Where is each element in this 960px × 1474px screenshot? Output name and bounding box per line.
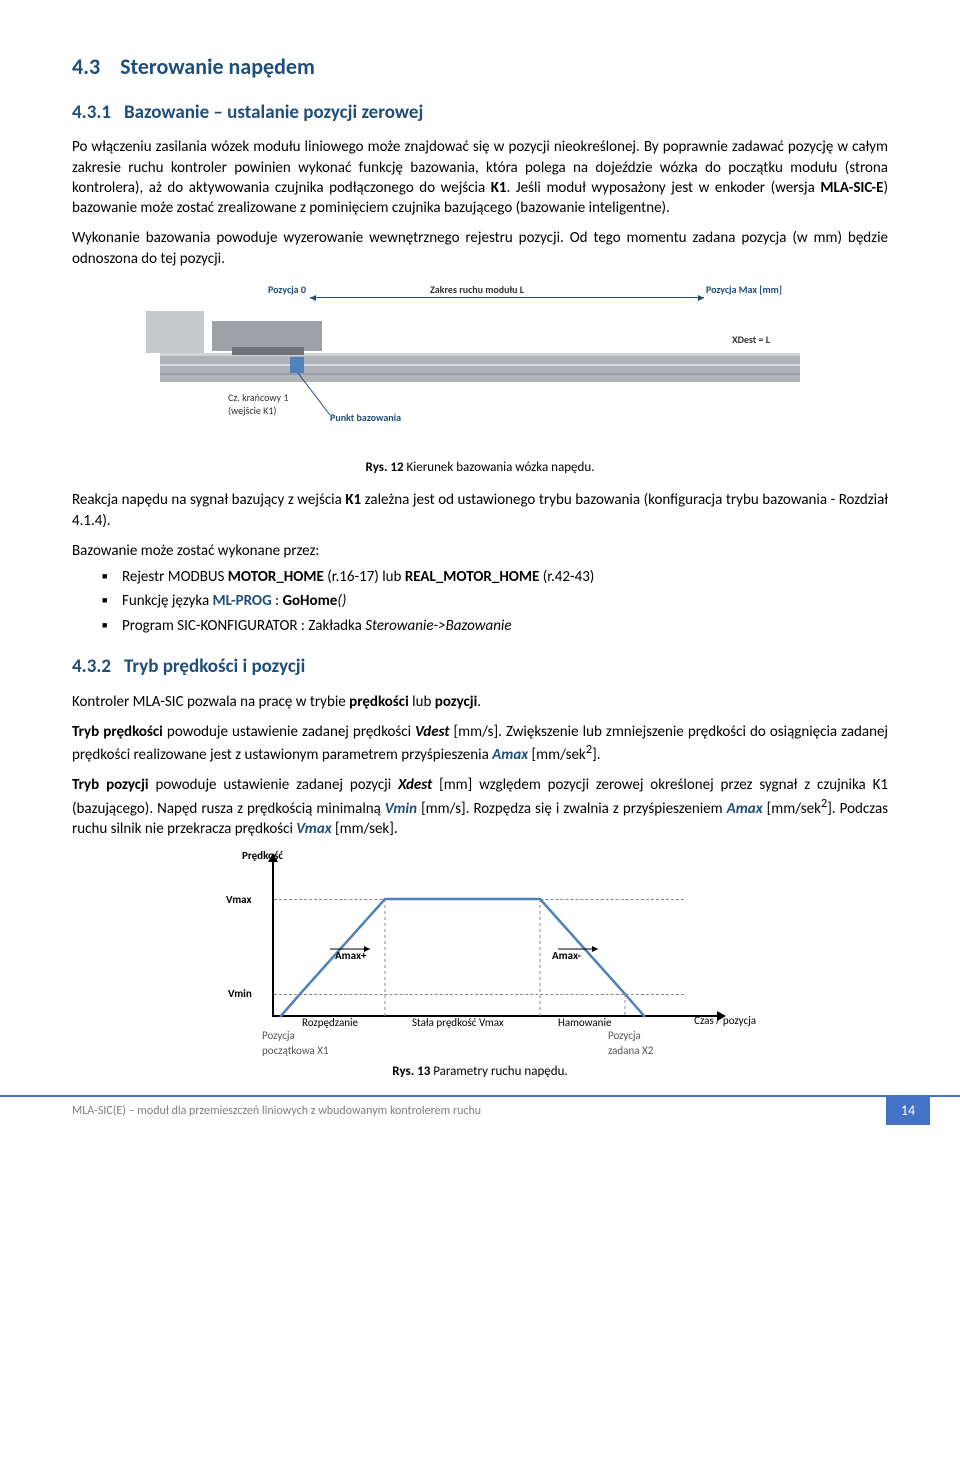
sub2-paragraph-1: Kontroler MLA-SIC pozwala na pracę w try… — [72, 692, 888, 712]
fig12-pointer-line — [280, 373, 340, 418]
fig13-x1-label: Pozycja początkowa X1 — [262, 1029, 329, 1059]
bullet-2: Funkcję języka ML-PROG : GoHome() — [102, 591, 888, 611]
paragraph-1: Po włączeniu zasilania wózek modułu lini… — [72, 137, 888, 218]
footer-text: MLA-SIC(E) – moduł dla przemieszczeń lin… — [0, 1097, 886, 1125]
subsection-1-number: 4.3.1 — [72, 101, 111, 124]
bullet-1: Rejestr MODBUS MOTOR_HOME (r.16-17) lub … — [102, 567, 888, 587]
subsection-1-title: Bazowanie – ustalanie pozycji zerowej — [124, 101, 423, 124]
fig12-carriage-bg — [146, 311, 204, 353]
fig13-seg-const: Stała prędkość Vmax — [412, 1016, 504, 1031]
fig12-homing-point — [290, 357, 304, 373]
subsection-2-number: 4.3.2 — [72, 655, 111, 678]
fig12-pos0-label: Pozycja 0 — [268, 283, 306, 297]
fig12-carriage-base — [232, 347, 304, 355]
paragraph-4: Bazowanie może zostać wykonane przez: — [72, 541, 888, 561]
bullet-3: Program SIC-KONFIGURATOR : Zakładka Ster… — [102, 616, 888, 636]
fig12-rail-body — [160, 356, 800, 382]
section-number: 4.3 — [72, 53, 100, 80]
k1-label: K1 — [491, 179, 507, 197]
figure-13-caption: Rys. 13 Parametry ruchu napędu. — [72, 1063, 888, 1081]
mlprog-link[interactable]: ML-PROG — [213, 592, 272, 610]
paragraph-2: Wykonanie bazowania powoduje wyzerowanie… — [72, 228, 888, 269]
figure-13-chart: Prędkość Czas / pozycja Vmax Vmin Amax+ … — [220, 849, 740, 1059]
fig12-range-label: Zakres ruchu modułu L — [430, 283, 524, 297]
fig12-homing-label: Punkt bazowania — [330, 411, 401, 425]
fig12-rail-line-1 — [160, 364, 800, 366]
figure-12-diagram: Pozycja 0 Zakres ruchu modułu L Pozycja … — [160, 283, 800, 453]
bullet-list: Rejestr MODBUS MOTOR_HOME (r.16-17) lub … — [102, 567, 888, 636]
fig13-x2-label: Pozycja zadana X2 — [608, 1029, 653, 1059]
fig13-seg-decel: Hamowanie — [558, 1016, 611, 1031]
sub2-paragraph-3: Tryb pozycji powoduje ustawienie zadanej… — [72, 775, 888, 839]
subsection-1-heading: 4.3.1 Bazowanie – ustalanie pozycji zero… — [72, 100, 888, 126]
figure-12-caption: Rys. 12 Kierunek bazowania wózka napędu. — [72, 459, 888, 477]
fig12-rail-line-2 — [160, 373, 800, 375]
sub2-paragraph-2: Tryb prędkości powoduje ustawienie zadan… — [72, 722, 888, 766]
subsection-2-heading: 4.3.2 Tryb prędkości i pozycji — [72, 654, 888, 680]
section-title: Sterowanie napędem — [120, 53, 315, 80]
page-number: 14 — [886, 1097, 930, 1125]
fig13-amax-minus-label: Amax- — [552, 949, 581, 964]
page-footer: MLA-SIC(E) – moduł dla przemieszczeń lin… — [0, 1095, 960, 1125]
fig12-posmax-label: Pozycja Max [mm] — [706, 283, 782, 297]
fig12-xdestl-label: XDest = L — [732, 333, 770, 347]
model-emphasis: MLA-SIC-E — [820, 179, 883, 197]
paragraph-3: Reakcja napędu na sygnał bazujący z wejś… — [72, 490, 888, 531]
fig12-range-arrow — [310, 297, 704, 298]
subsection-2-title: Tryb prędkości i pozycji — [124, 655, 305, 678]
fig13-amax-plus-label: Amax+ — [335, 949, 366, 964]
section-heading: 4.3 Sterowanie napędem — [72, 52, 888, 82]
